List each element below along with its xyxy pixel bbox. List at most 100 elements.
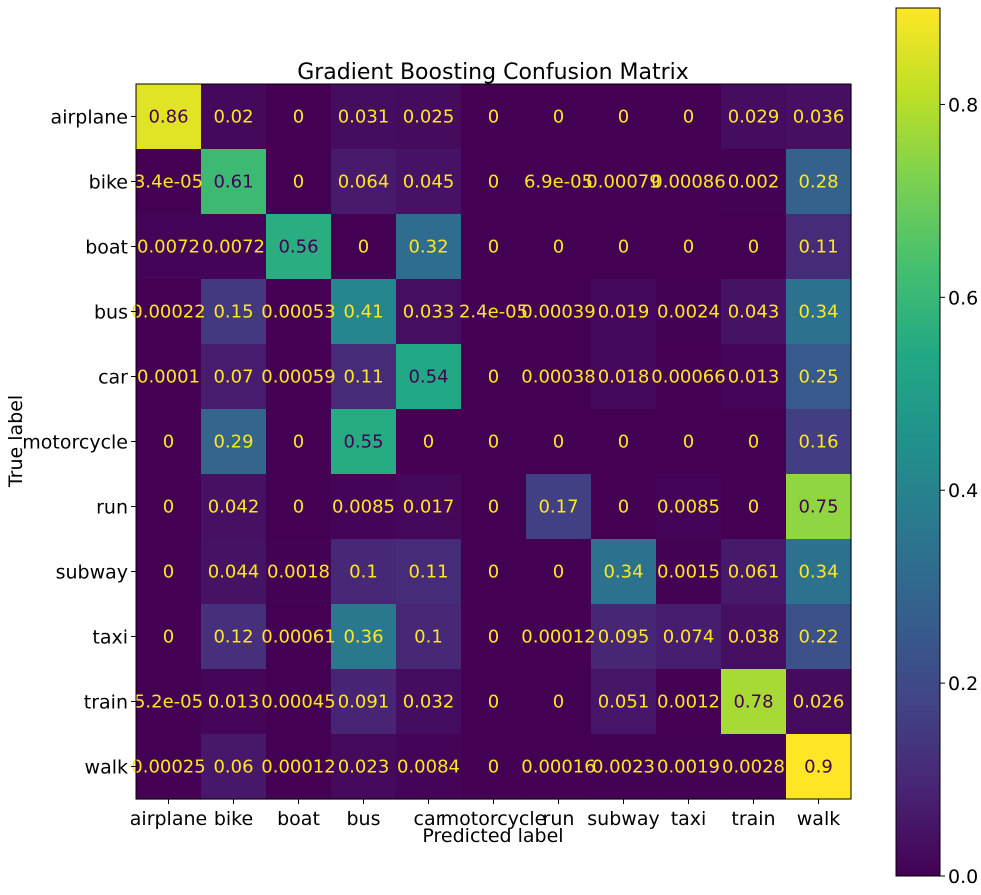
- cell-train-motorcycle: [461, 669, 527, 735]
- heatmap-cell-labels: 0.86 0.02 0 0.031 0.025 0 0 0 0 0.029 0.036 3.4e-05…: [131, 107, 844, 778]
- cell-car-walk: [786, 344, 852, 410]
- cell-subway-subway: [591, 539, 657, 605]
- cell-run-motorcycle: [461, 474, 527, 540]
- cell-value-label: 0.41: [343, 302, 383, 323]
- y-tick-label-car: car: [98, 367, 128, 389]
- cell-value-label: 0.1: [349, 562, 378, 583]
- cell-value-label: 0: [488, 692, 499, 713]
- cell-value-label: 0: [618, 237, 629, 258]
- cell-value-label: 0.061: [728, 562, 780, 583]
- cell-value-label: 0.78: [733, 692, 773, 713]
- cell-bus-car: [396, 279, 462, 345]
- cell-value-label: 0: [553, 237, 564, 258]
- cell-value-label: 0.0015: [657, 562, 720, 583]
- y-tick-label-airplane: airplane: [51, 107, 128, 129]
- x-tick-label-car: car: [414, 808, 444, 830]
- cell-value-label: 0: [553, 432, 564, 453]
- cell-value-label: 0.07: [213, 367, 253, 388]
- cell-value-label: 0.12: [213, 627, 253, 648]
- cell-subway-run: [526, 539, 592, 605]
- cell-run-boat: [266, 474, 332, 540]
- cell-subway-bike: [201, 539, 267, 605]
- cell-value-label: 0.06: [213, 757, 253, 778]
- cell-value-label: 0.091: [338, 692, 390, 713]
- y-tick-label-subway: subway: [56, 562, 128, 584]
- cell-value-label: 0.0012: [657, 692, 720, 713]
- colorbar-tick-label: 0.6: [948, 287, 978, 309]
- cell-value-label: 0: [618, 497, 629, 518]
- cell-walk-subway: [591, 734, 657, 800]
- x-tick-label-airplane: airplane: [130, 808, 207, 830]
- cell-bus-bike: [201, 279, 267, 345]
- cell-value-label: 0.045: [403, 172, 455, 193]
- cell-train-walk: [786, 669, 852, 735]
- cell-boat-run: [526, 214, 592, 280]
- cell-bike-car: [396, 149, 462, 215]
- cell-value-label: 2.4e-05: [459, 302, 528, 323]
- cell-walk-car: [396, 734, 462, 800]
- cell-value-label: 0: [553, 562, 564, 583]
- cell-value-label: 0.9: [804, 757, 833, 778]
- cell-value-label: 0.0023: [592, 757, 655, 778]
- cell-value-label: 0: [163, 562, 174, 583]
- colorbar-tick-label: 0.8: [948, 94, 978, 116]
- cell-value-label: 0.00022: [131, 302, 205, 323]
- cell-value-label: 0.00016: [521, 757, 595, 778]
- cell-train-taxi: [656, 669, 722, 735]
- cell-value-label: 5.2e-05: [134, 692, 203, 713]
- cell-value-label: 0: [553, 107, 564, 128]
- cell-value-label: 0.044: [208, 562, 260, 583]
- cell-run-taxi: [656, 474, 722, 540]
- cell-walk-bus: [331, 734, 397, 800]
- cell-subway-airplane: [136, 539, 202, 605]
- cell-run-bus: [331, 474, 397, 540]
- cell-value-label: 0.064: [338, 172, 390, 193]
- cell-train-boat: [266, 669, 332, 735]
- cell-value-label: 0.34: [798, 562, 838, 583]
- cell-bike-taxi: [656, 149, 722, 215]
- cell-run-walk: [786, 474, 852, 540]
- cell-train-bike: [201, 669, 267, 735]
- cell-car-train: [721, 344, 787, 410]
- cell-value-label: 0.15: [213, 302, 253, 323]
- cell-motorcycle-train: [721, 409, 787, 475]
- cell-value-label: 0.32: [408, 237, 448, 258]
- cell-value-label: 0.033: [403, 302, 455, 323]
- cell-value-label: 0.36: [343, 627, 383, 648]
- cell-value-label: 0: [488, 627, 499, 648]
- cell-value-label: 0: [748, 432, 759, 453]
- cell-value-label: 0.11: [408, 562, 448, 583]
- cell-airplane-airplane: [136, 84, 202, 150]
- cell-value-label: 0: [488, 107, 499, 128]
- cell-airplane-subway: [591, 84, 657, 150]
- cell-airplane-motorcycle: [461, 84, 527, 150]
- y-tick-label-bus: bus: [94, 302, 128, 324]
- cell-subway-bus: [331, 539, 397, 605]
- cell-subway-train: [721, 539, 787, 605]
- cell-walk-boat: [266, 734, 332, 800]
- cell-value-label: 0: [488, 757, 499, 778]
- cell-bus-run: [526, 279, 592, 345]
- cell-car-airplane: [136, 344, 202, 410]
- cell-value-label: 0.0085: [332, 497, 395, 518]
- cell-subway-motorcycle: [461, 539, 527, 605]
- cell-value-label: 0.34: [798, 302, 838, 323]
- cell-run-car: [396, 474, 462, 540]
- cell-bus-taxi: [656, 279, 722, 345]
- cell-bus-motorcycle: [461, 279, 527, 345]
- cell-value-label: 0.0028: [722, 757, 785, 778]
- cell-motorcycle-car: [396, 409, 462, 475]
- colorbar-tick-label: 0.0: [948, 866, 978, 888]
- cell-value-label: 0: [683, 237, 694, 258]
- cell-value-label: 0: [553, 692, 564, 713]
- cell-motorcycle-airplane: [136, 409, 202, 475]
- y-axis-ticks: airplane bike boat bus car motorcycle run subwa…: [22, 107, 136, 779]
- x-tick-label-bike: bike: [214, 808, 253, 830]
- cell-bike-bike: [201, 149, 267, 215]
- cell-value-label: 0.026: [793, 692, 845, 713]
- cell-value-label: 0.22: [798, 627, 838, 648]
- cell-value-label: 0.0018: [267, 562, 330, 583]
- cell-motorcycle-walk: [786, 409, 852, 475]
- cell-train-run: [526, 669, 592, 735]
